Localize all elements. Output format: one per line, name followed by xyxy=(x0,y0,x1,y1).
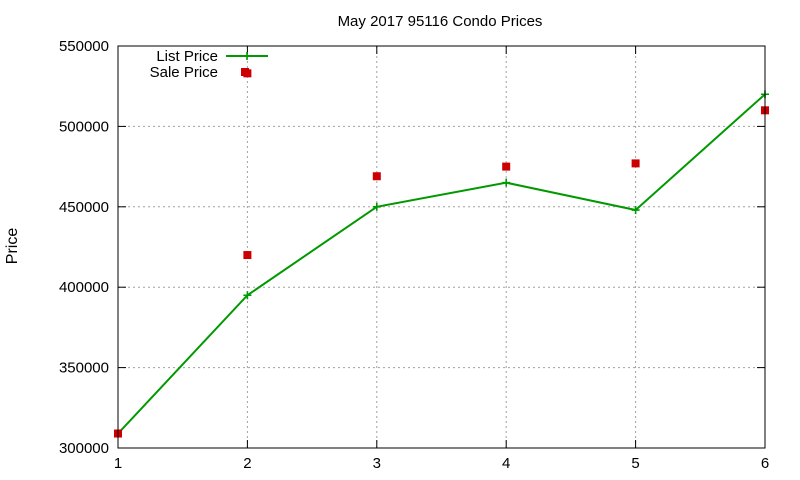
data-point xyxy=(502,178,511,187)
data-point xyxy=(372,172,381,181)
legend-label: List Price xyxy=(156,48,218,65)
chart-title: May 2017 95116 Condo Prices xyxy=(338,13,543,30)
y-tick-label: 550000 xyxy=(59,38,109,55)
data-point xyxy=(631,159,640,168)
axis-ticks: 300000 350000 400000 450000 500000 550000 1 2 3 4… xyxy=(59,38,769,472)
plot-area xyxy=(114,69,769,438)
x-tick-label: 1 xyxy=(114,455,122,472)
data-point xyxy=(502,162,511,171)
x-tick-label: 3 xyxy=(373,455,381,472)
data-point xyxy=(243,291,252,300)
data-point xyxy=(631,206,640,215)
x-tick-label: 6 xyxy=(761,455,769,472)
y-tick-label: 300000 xyxy=(59,440,109,457)
gridlines xyxy=(117,45,766,449)
legend-label: Sale Price xyxy=(150,64,218,81)
y-tick-label: 400000 xyxy=(59,279,109,296)
y-axis-label: Price xyxy=(4,228,21,265)
legend-marker xyxy=(241,68,249,76)
series-1 xyxy=(114,90,769,438)
y-tick-label: 500000 xyxy=(59,118,109,135)
series-2 xyxy=(114,69,769,438)
x-tick-label: 4 xyxy=(502,455,510,472)
y-tick-label: 350000 xyxy=(59,360,109,377)
data-point xyxy=(372,202,381,211)
y-tick-label: 450000 xyxy=(59,199,109,216)
series-line xyxy=(117,93,766,435)
data-point xyxy=(243,251,252,260)
legend-marker xyxy=(243,52,251,60)
plot-frame xyxy=(117,45,766,449)
x-tick-label: 5 xyxy=(631,455,639,472)
x-tick-label: 2 xyxy=(243,455,251,472)
